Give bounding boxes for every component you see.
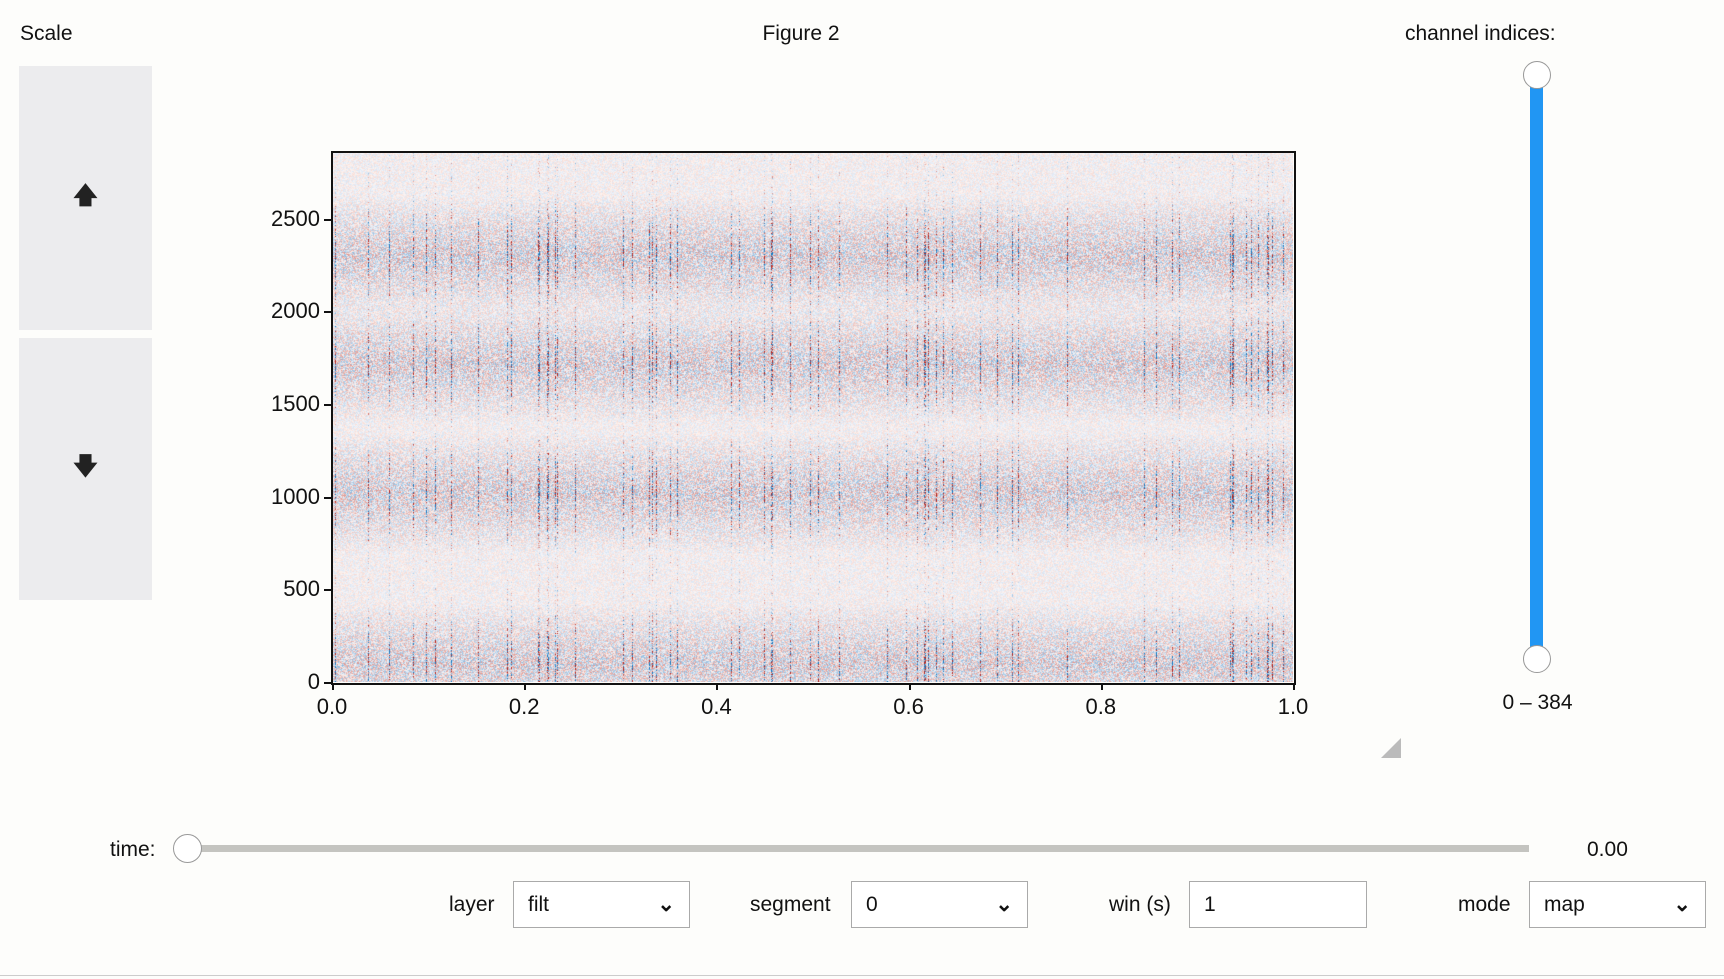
scale-label: Scale xyxy=(20,22,73,45)
x-tick-label: 1.0 xyxy=(1277,694,1309,719)
arrow-down-icon: 🡇 xyxy=(73,452,98,480)
y-tick-label: 500 xyxy=(283,576,320,602)
arrow-up-icon: 🡅 xyxy=(73,181,98,209)
x-tick-label: 0.0 xyxy=(316,694,348,719)
channel-slider-high-handle[interactable] xyxy=(1523,61,1551,89)
layer-label: layer xyxy=(449,893,495,916)
channel-slider-label: channel indices: xyxy=(1405,22,1556,45)
y-tick-mark xyxy=(324,218,332,221)
win-input[interactable]: 1 xyxy=(1189,881,1367,928)
mode-value: map xyxy=(1544,892,1585,916)
y-tick-mark xyxy=(324,589,332,592)
y-tick-label: 1500 xyxy=(271,391,320,417)
x-tick-label: 0.4 xyxy=(701,694,732,719)
channel-range-readout: 0 – 384 xyxy=(1502,691,1573,714)
layer-select[interactable]: filt ⌄ xyxy=(513,881,690,928)
channel-slider-track[interactable] xyxy=(1530,85,1543,658)
y-tick-mark xyxy=(324,311,332,314)
win-value: 1 xyxy=(1204,892,1216,916)
bottom-divider xyxy=(0,975,1724,976)
x-tick-mark xyxy=(716,683,719,690)
resize-handle[interactable] xyxy=(1381,738,1401,758)
scale-down-button[interactable]: 🡇 xyxy=(19,338,152,600)
layer-value: filt xyxy=(528,892,549,916)
y-tick-mark xyxy=(324,404,332,407)
chevron-down-icon: ⌄ xyxy=(657,893,675,916)
x-tick-label: 0.6 xyxy=(893,694,924,719)
scale-up-button[interactable]: 🡅 xyxy=(19,66,152,330)
x-tick-label: 0.2 xyxy=(508,694,540,719)
figure-title: Figure 2 xyxy=(762,22,840,45)
time-slider-track[interactable] xyxy=(190,845,1529,852)
chevron-down-icon: ⌄ xyxy=(1673,893,1691,916)
time-slider-handle[interactable] xyxy=(173,834,202,863)
time-value: 0.00 xyxy=(1587,838,1628,861)
segment-label: segment xyxy=(750,893,831,916)
x-tick-mark xyxy=(1100,683,1103,690)
axes-frame xyxy=(331,151,1296,685)
y-tick-mark xyxy=(324,682,332,684)
x-tick-mark xyxy=(1293,683,1295,690)
y-tick-mark xyxy=(324,496,332,499)
channel-slider-low-handle[interactable] xyxy=(1523,645,1551,673)
x-tick-mark xyxy=(908,683,911,690)
heatmap-image xyxy=(332,152,1293,682)
y-tick-label: 2000 xyxy=(271,298,320,324)
segment-value: 0 xyxy=(866,892,878,916)
x-tick-label: 0.8 xyxy=(1085,694,1117,719)
time-label: time: xyxy=(110,838,156,861)
y-tick-label: 0 xyxy=(307,669,320,694)
mode-select[interactable]: map ⌄ xyxy=(1529,881,1706,928)
y-tick-label: 2500 xyxy=(271,205,320,231)
chevron-down-icon: ⌄ xyxy=(995,893,1013,916)
segment-select[interactable]: 0 ⌄ xyxy=(851,881,1028,928)
mode-label: mode xyxy=(1458,893,1511,916)
y-tick-label: 1000 xyxy=(271,483,320,509)
win-label: win (s) xyxy=(1109,893,1171,916)
x-tick-mark xyxy=(524,683,527,690)
x-tick-mark xyxy=(332,683,334,690)
